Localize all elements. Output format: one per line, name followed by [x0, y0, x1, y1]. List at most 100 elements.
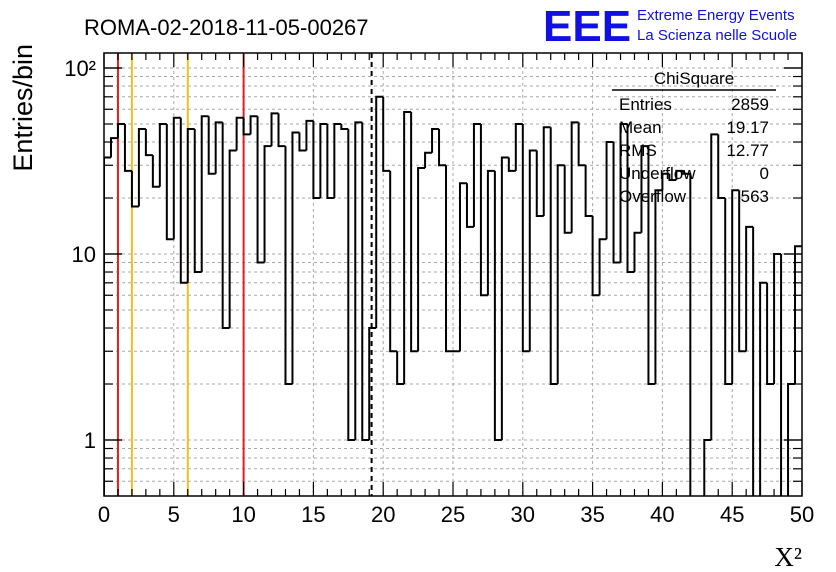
histogram-bin: [500, 156, 509, 440]
x-tick-label: 45: [720, 502, 744, 527]
histogram-bin: [780, 254, 783, 496]
eee-logo-line1: Extreme Energy Events: [637, 7, 795, 24]
axes: 0 5 10 15 20 25 30 35 40 45 50 1 10 10²: [64, 52, 814, 527]
histogram-bin: [759, 281, 768, 496]
histogram-bin: [151, 155, 160, 188]
x-tick-label: 25: [441, 502, 465, 527]
eee-logo: EEE Extreme Energy Events La Scienza nel…: [543, 2, 797, 51]
histogram-bin: [794, 245, 802, 385]
histogram-bin: [787, 383, 796, 496]
x-tick-label: 0: [98, 502, 110, 527]
stats-value-mean: 19.17: [726, 118, 769, 137]
histogram-bin: [242, 117, 251, 136]
histogram-title: ROMA-02-2018-11-05-00267: [84, 15, 369, 40]
histogram-bin: [647, 146, 656, 386]
histogram-bin: [472, 122, 481, 227]
histogram-bin: [193, 128, 202, 274]
histogram-bin: [549, 127, 558, 386]
stats-label-overflow: Overflow: [619, 187, 687, 206]
histogram-bin: [298, 132, 307, 152]
histogram-bin: [640, 145, 649, 233]
reference-lines: [116, 53, 373, 496]
histogram-bin: [214, 121, 223, 174]
y-tick-label: 10²: [64, 56, 96, 81]
histogram-bin: [528, 149, 537, 352]
stats-value-underflow: 0: [760, 164, 769, 183]
histogram-bin: [668, 173, 677, 181]
histogram-bin: [535, 150, 544, 218]
histogram-bin: [577, 122, 586, 167]
y-axis-label: Entries/bin: [8, 44, 38, 172]
histogram-bin: [186, 127, 195, 283]
x-tick-label: 20: [371, 502, 395, 527]
histogram-bin: [445, 165, 453, 353]
histogram-bin: [403, 111, 412, 385]
histogram-bin: [493, 170, 502, 441]
histogram-bin: [458, 182, 467, 352]
histogram-bin: [368, 327, 377, 440]
histogram-bin: [626, 123, 635, 274]
histogram-bin: [438, 128, 447, 167]
histogram-bin: [486, 169, 495, 296]
histogram-bin: [556, 164, 565, 385]
histogram-bin: [410, 112, 419, 353]
histogram-bin: [326, 123, 335, 200]
histogram-bin: [270, 112, 279, 147]
histogram-bin: [773, 253, 782, 385]
histogram-bin: [277, 113, 286, 148]
histogram-bin: [766, 282, 775, 386]
histogram-bin: [738, 190, 747, 353]
histogram-bin: [710, 133, 719, 440]
histogram-bin: [570, 121, 579, 233]
histogram-bin: [235, 116, 244, 151]
histogram-bin: [291, 131, 300, 385]
histogram-bin: [717, 134, 726, 200]
histogram-bin: [507, 157, 516, 172]
stats-value-overflow: 563: [741, 187, 769, 206]
histogram-bin: [200, 115, 209, 273]
histogram-bin: [116, 122, 125, 139]
histogram-bin: [256, 116, 265, 264]
stats-box: ChiSquare Entries 2859 Mean 19.17 RMS 12…: [612, 69, 776, 206]
histogram-bin: [305, 119, 314, 151]
eee-logo-mark: EEE: [543, 2, 631, 51]
histogram-bin: [724, 198, 733, 386]
histogram-bin: [109, 137, 118, 158]
histogram-bin: [654, 189, 663, 385]
histogram-bin: [417, 166, 426, 352]
histogram-bin: [591, 216, 600, 297]
histogram-bin: [612, 142, 621, 264]
histogram-bin: [228, 149, 237, 329]
histogram-bin: [661, 172, 670, 191]
x-tick-label: 15: [301, 502, 325, 527]
histogram-bin: [514, 122, 523, 171]
histogram-bin: [424, 151, 433, 168]
histogram-bin: [389, 170, 398, 353]
histogram-bin: [605, 141, 614, 240]
x-tick-label: 40: [650, 502, 674, 527]
x-tick-label: 30: [511, 502, 535, 527]
histogram-bin: [619, 122, 628, 263]
histogram-bin: [319, 122, 328, 199]
histogram-bin: [431, 127, 440, 153]
histogram-bin: [682, 170, 691, 175]
histogram-bin: [221, 122, 230, 330]
stats-label-entries: Entries: [619, 95, 672, 114]
histogram-bin: [104, 156, 111, 496]
histogram-bin: [354, 121, 363, 440]
histogram-bin: [542, 126, 551, 217]
histogram-bin: [144, 128, 153, 157]
x-tick-label: 5: [168, 502, 180, 527]
histogram-bin: [675, 169, 684, 180]
histogram-series: [104, 95, 802, 496]
histogram-bin: [312, 120, 321, 200]
histogram-bin: [598, 238, 607, 296]
histogram-bin: [207, 116, 216, 175]
histogram-bin: [731, 189, 740, 385]
x-tick-label: 35: [580, 502, 604, 527]
histogram-bin: [563, 165, 572, 234]
histogram-bin: [158, 122, 167, 187]
histogram-bin: [263, 145, 272, 263]
histogram-bin: [137, 127, 146, 207]
